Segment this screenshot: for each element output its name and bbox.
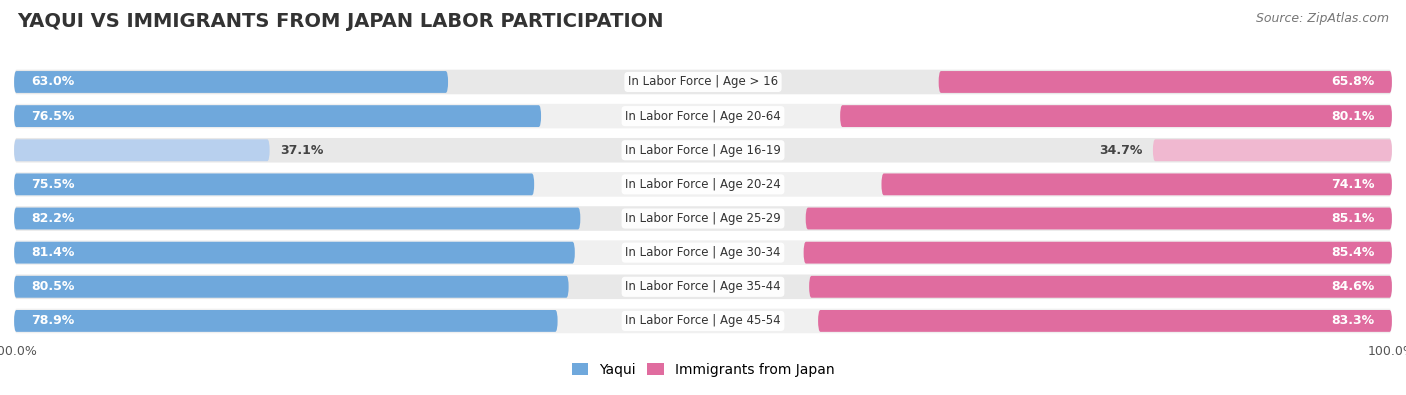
FancyBboxPatch shape (806, 208, 1392, 229)
FancyBboxPatch shape (808, 276, 1392, 298)
Text: In Labor Force | Age 20-24: In Labor Force | Age 20-24 (626, 178, 780, 191)
FancyBboxPatch shape (14, 173, 534, 195)
Text: In Labor Force | Age 20-64: In Labor Force | Age 20-64 (626, 109, 780, 122)
Text: 74.1%: 74.1% (1331, 178, 1375, 191)
FancyBboxPatch shape (14, 208, 581, 229)
FancyBboxPatch shape (14, 70, 1392, 94)
Text: 37.1%: 37.1% (280, 144, 323, 157)
FancyBboxPatch shape (14, 71, 449, 93)
FancyBboxPatch shape (939, 71, 1392, 93)
FancyBboxPatch shape (14, 206, 1392, 231)
Text: 83.3%: 83.3% (1331, 314, 1375, 327)
Text: 65.8%: 65.8% (1331, 75, 1375, 88)
FancyBboxPatch shape (14, 275, 1392, 299)
Text: 76.5%: 76.5% (31, 109, 75, 122)
FancyBboxPatch shape (14, 104, 1392, 128)
Text: 34.7%: 34.7% (1099, 144, 1143, 157)
Text: In Labor Force | Age 16-19: In Labor Force | Age 16-19 (626, 144, 780, 157)
Text: In Labor Force | Age 25-29: In Labor Force | Age 25-29 (626, 212, 780, 225)
Text: 63.0%: 63.0% (31, 75, 75, 88)
Text: 81.4%: 81.4% (31, 246, 75, 259)
Text: 78.9%: 78.9% (31, 314, 75, 327)
Legend: Yaqui, Immigrants from Japan: Yaqui, Immigrants from Japan (567, 357, 839, 382)
FancyBboxPatch shape (14, 139, 270, 161)
FancyBboxPatch shape (14, 276, 568, 298)
FancyBboxPatch shape (14, 138, 1392, 162)
FancyBboxPatch shape (14, 310, 558, 332)
Text: In Labor Force | Age 35-44: In Labor Force | Age 35-44 (626, 280, 780, 293)
FancyBboxPatch shape (1153, 139, 1392, 161)
FancyBboxPatch shape (841, 105, 1392, 127)
Text: 75.5%: 75.5% (31, 178, 75, 191)
FancyBboxPatch shape (14, 105, 541, 127)
FancyBboxPatch shape (882, 173, 1392, 195)
Text: 80.5%: 80.5% (31, 280, 75, 293)
Text: 85.4%: 85.4% (1331, 246, 1375, 259)
Text: 84.6%: 84.6% (1331, 280, 1375, 293)
FancyBboxPatch shape (14, 241, 1392, 265)
Text: In Labor Force | Age > 16: In Labor Force | Age > 16 (628, 75, 778, 88)
FancyBboxPatch shape (14, 308, 1392, 333)
Text: 80.1%: 80.1% (1331, 109, 1375, 122)
FancyBboxPatch shape (14, 172, 1392, 197)
Text: 85.1%: 85.1% (1331, 212, 1375, 225)
Text: Source: ZipAtlas.com: Source: ZipAtlas.com (1256, 12, 1389, 25)
Text: YAQUI VS IMMIGRANTS FROM JAPAN LABOR PARTICIPATION: YAQUI VS IMMIGRANTS FROM JAPAN LABOR PAR… (17, 12, 664, 31)
FancyBboxPatch shape (14, 242, 575, 263)
Text: In Labor Force | Age 30-34: In Labor Force | Age 30-34 (626, 246, 780, 259)
Text: In Labor Force | Age 45-54: In Labor Force | Age 45-54 (626, 314, 780, 327)
FancyBboxPatch shape (804, 242, 1392, 263)
FancyBboxPatch shape (818, 310, 1392, 332)
Text: 82.2%: 82.2% (31, 212, 75, 225)
